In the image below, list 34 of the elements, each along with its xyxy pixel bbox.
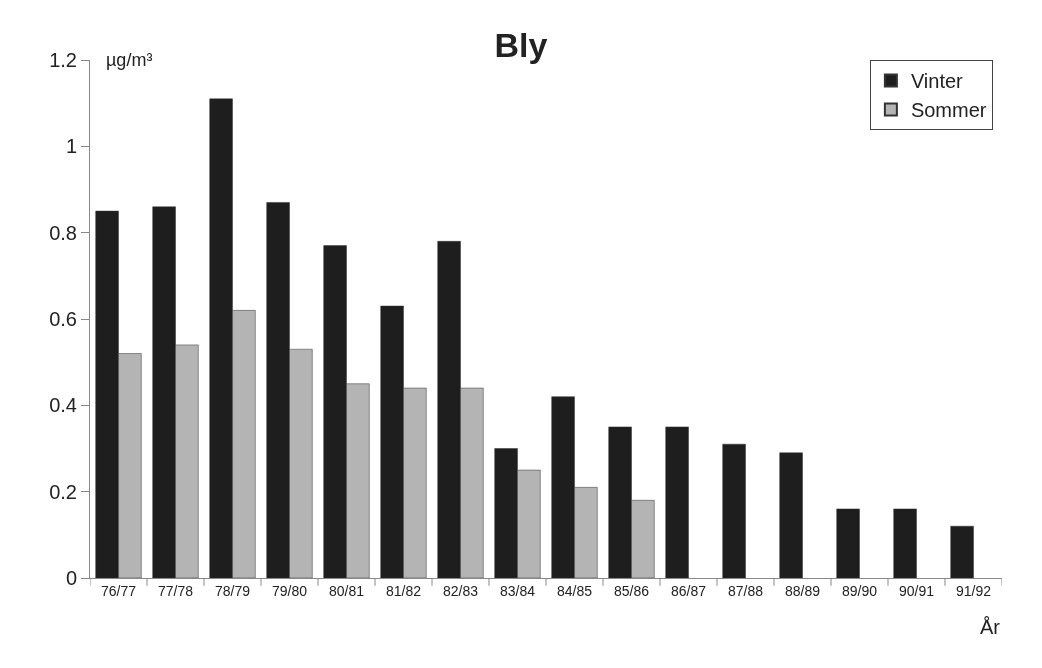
legend-label: Vinter (910, 70, 964, 93)
bar (950, 525, 974, 578)
x-axis-title: År (980, 616, 1001, 638)
y-tick-label: 0 (65, 567, 77, 589)
x-tick-label: 81/82 (385, 582, 422, 599)
bar (836, 508, 860, 578)
bar (893, 508, 917, 578)
bar (779, 452, 803, 578)
y-tick-label: 1 (65, 135, 77, 158)
x-tick-label: 76/77 (100, 582, 137, 599)
x-tick-label: 87/88 (727, 582, 764, 599)
x-tick-label: 79/80 (271, 582, 308, 599)
y-tick-label: 0.2 (49, 480, 77, 503)
x-tick-label: 89/90 (841, 582, 878, 599)
x-tick-label: 88/89 (784, 582, 821, 599)
x-tick-label: 85/86 (613, 582, 650, 599)
x-tick-label: 91/92 (955, 582, 992, 599)
x-tick-label: 80/81 (328, 582, 365, 599)
x-tick-label: 78/79 (214, 582, 251, 599)
bar (665, 426, 689, 578)
x-tick-label: 77/78 (157, 582, 194, 599)
y-tick-label: 0.6 (49, 308, 77, 330)
y-axis-title: µg/m³ (106, 50, 153, 70)
x-tick-label: 90/91 (898, 582, 935, 599)
legend-label: Sommer (910, 99, 987, 122)
x-tick-label: 83/84 (499, 582, 536, 599)
x-tick-label: 84/85 (556, 582, 593, 599)
x-tick-label: 86/87 (670, 582, 707, 599)
chart-title: Bly (494, 26, 548, 65)
y-tick-label: 0.4 (49, 394, 77, 417)
x-tick-label: 82/83 (442, 582, 479, 599)
bar (722, 443, 746, 578)
y-tick-label: 1.2 (49, 49, 77, 71)
y-tick-label: 0.8 (49, 221, 77, 244)
